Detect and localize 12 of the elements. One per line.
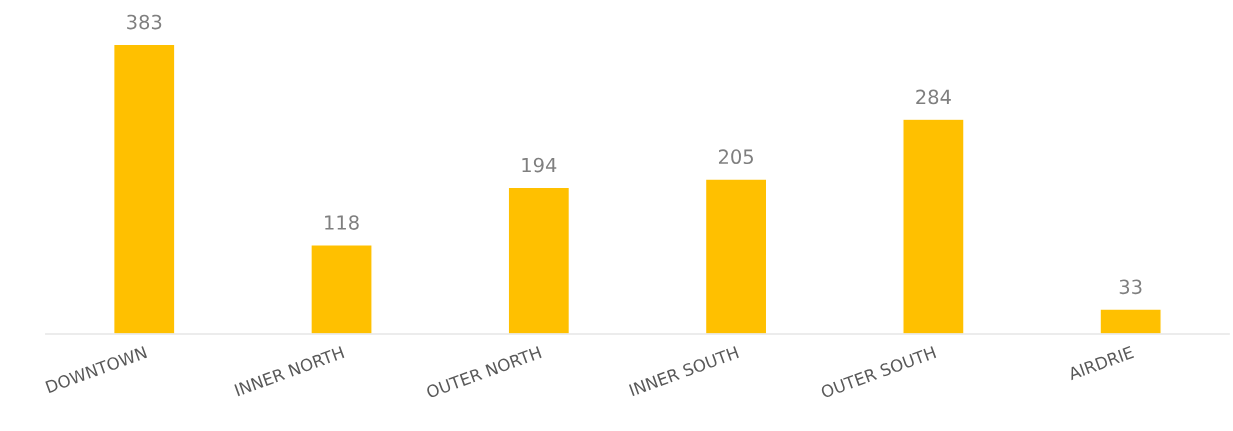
bar — [704, 178, 768, 335]
bar — [1099, 308, 1162, 335]
data-label: 205 — [718, 149, 753, 165]
bar — [507, 186, 571, 335]
data-label: 194 — [522, 157, 557, 173]
data-label: 383 — [127, 14, 162, 30]
bar — [112, 43, 176, 335]
bar — [310, 244, 373, 335]
data-label: 118 — [325, 215, 359, 230]
data-label: 284 — [916, 89, 951, 105]
bar — [902, 118, 965, 335]
data-label: 33 — [1119, 279, 1142, 295]
